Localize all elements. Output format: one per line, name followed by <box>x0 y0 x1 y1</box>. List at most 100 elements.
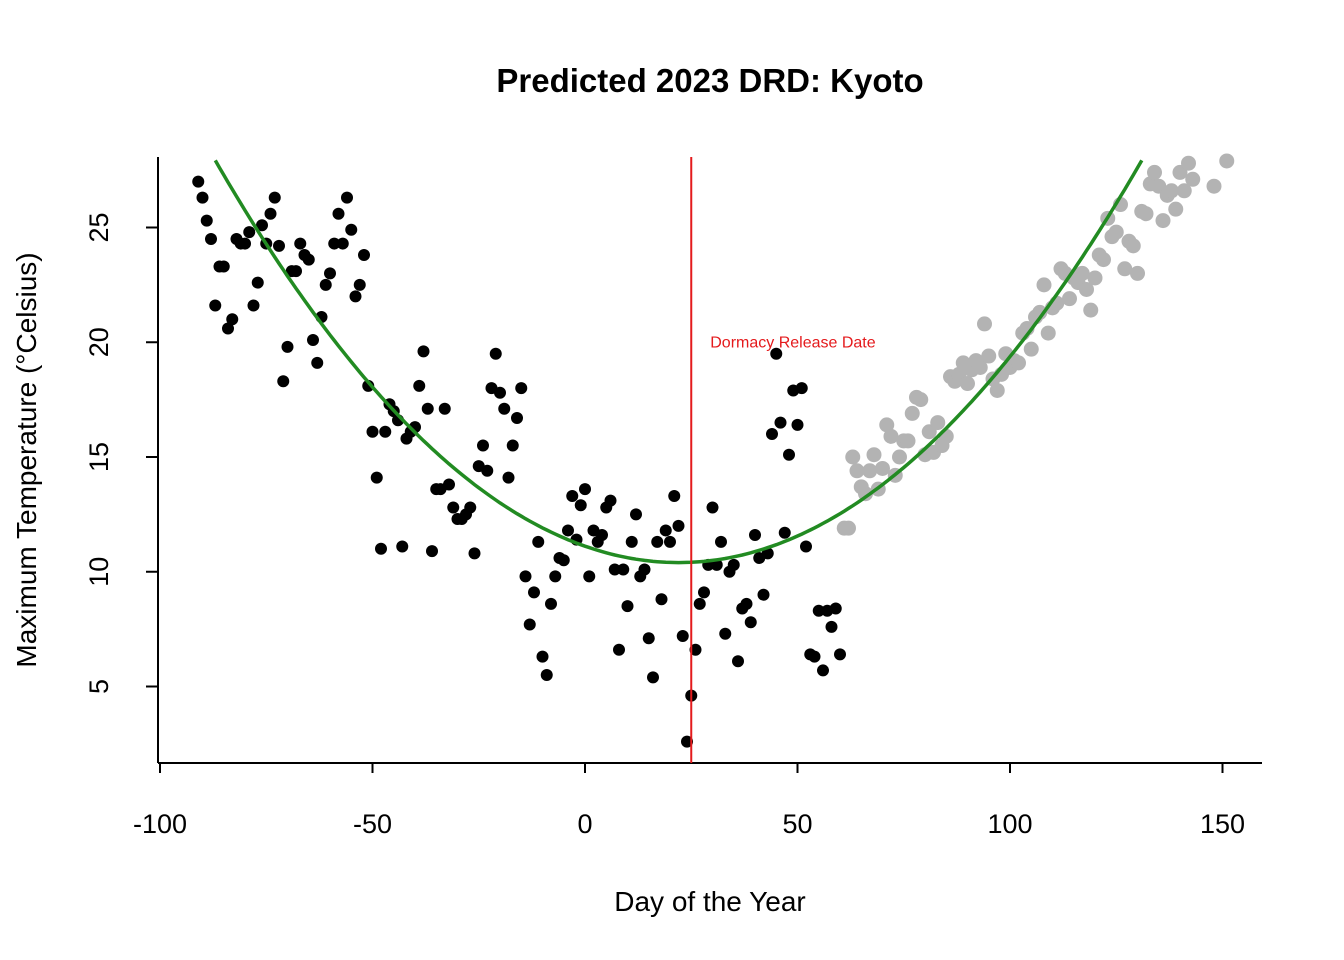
observed-point <box>808 650 821 663</box>
observed-point <box>766 428 778 441</box>
observed-point <box>226 313 239 326</box>
observed-point <box>651 535 664 548</box>
observed-point <box>311 356 324 369</box>
observed-point <box>642 632 655 645</box>
observed-point <box>834 648 846 661</box>
observed-point <box>825 620 838 633</box>
future-point <box>883 428 899 444</box>
x-tick-label: 150 <box>1200 809 1245 839</box>
observed-points <box>192 175 846 748</box>
observed-point <box>727 558 740 571</box>
fitted-quadratic-curve <box>213 159 1144 565</box>
observed-point <box>243 226 256 239</box>
observed-point <box>370 471 383 484</box>
future-point <box>1023 341 1039 357</box>
observed-point <box>740 597 753 610</box>
observed-point <box>583 570 596 583</box>
future-point <box>1117 261 1133 277</box>
future-point <box>981 348 997 364</box>
observed-point <box>481 464 494 477</box>
future-point <box>1079 281 1094 297</box>
observed-point <box>362 379 375 392</box>
future-point <box>972 359 988 375</box>
future-point <box>1130 265 1145 281</box>
observed-point <box>209 299 222 312</box>
observed-point <box>379 425 392 438</box>
observed-point <box>375 542 387 555</box>
observed-point <box>302 253 315 266</box>
observed-point <box>256 219 268 232</box>
future-point <box>858 486 873 502</box>
future-point <box>930 415 946 431</box>
observed-point <box>264 207 277 220</box>
observed-point <box>778 526 791 539</box>
observed-point <box>498 402 511 415</box>
observed-point <box>664 535 676 548</box>
observed-point <box>630 508 642 521</box>
observed-point <box>604 494 617 507</box>
observed-point <box>464 501 477 514</box>
observed-point <box>502 471 515 484</box>
future-point <box>1219 153 1235 169</box>
observed-point <box>706 501 719 514</box>
observed-point <box>506 439 519 452</box>
future-point <box>1125 238 1141 254</box>
future-point <box>1087 270 1103 286</box>
observed-point <box>222 322 234 335</box>
future-point <box>1062 291 1077 307</box>
observed-point <box>307 333 319 346</box>
observed-point <box>332 207 345 220</box>
observed-point <box>774 416 787 429</box>
observed-point <box>617 563 630 576</box>
y-tick-label: 15 <box>84 442 114 472</box>
observed-point <box>668 490 681 503</box>
x-tick-label: 50 <box>782 809 812 839</box>
observed-point <box>672 519 685 532</box>
observed-point <box>613 643 625 656</box>
observed-point <box>290 265 302 278</box>
plot-frame <box>157 157 1262 764</box>
observed-point <box>294 237 307 250</box>
y-axis-ticks: 5 10 15 20 25 <box>84 212 158 694</box>
observed-point <box>795 382 808 395</box>
observed-point <box>468 547 481 560</box>
observed-point <box>396 540 409 553</box>
future-point <box>1138 206 1154 222</box>
observed-point <box>689 643 702 656</box>
x-tick-label: -100 <box>133 809 187 839</box>
observed-point <box>324 267 336 280</box>
future-point <box>960 376 975 392</box>
observed-point <box>519 570 532 583</box>
observed-point <box>574 499 587 512</box>
observed-point <box>366 425 379 438</box>
observed-point <box>625 535 638 548</box>
future-point <box>1155 213 1171 229</box>
observed-point <box>247 299 260 312</box>
future-point <box>1096 252 1111 268</box>
observed-point <box>358 249 370 262</box>
observed-point <box>319 278 332 291</box>
observed-point <box>829 602 842 615</box>
future-point <box>989 382 1005 398</box>
observed-point <box>676 630 689 643</box>
observed-point <box>349 290 362 303</box>
future-point <box>1036 277 1052 293</box>
y-tick-label: 10 <box>84 557 114 587</box>
observed-point <box>557 554 570 567</box>
observed-point <box>200 214 213 227</box>
observed-point <box>417 345 430 358</box>
observed-point <box>281 340 294 353</box>
future-point <box>904 405 920 421</box>
future-point <box>900 433 916 449</box>
observed-point <box>749 529 761 542</box>
observed-point <box>800 540 812 553</box>
observed-point <box>438 402 451 415</box>
future-point <box>866 447 882 463</box>
observed-point <box>353 278 366 291</box>
observed-point <box>545 597 557 610</box>
observed-point <box>515 382 528 395</box>
observed-point <box>268 191 281 204</box>
x-axis-label: Day of the Year <box>614 886 805 917</box>
observed-point <box>192 175 205 188</box>
